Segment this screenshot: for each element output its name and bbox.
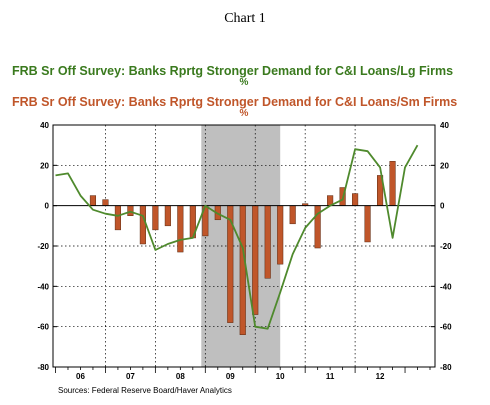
bar-small-firms (177, 205, 184, 253)
y-tick-label-right: -80 (440, 363, 452, 372)
bar-small-firms (152, 205, 159, 231)
y-tick-label-right: 0 (440, 202, 445, 211)
bar-small-firms (127, 205, 134, 217)
legend-unit-large-firms: % (240, 77, 249, 88)
legend-title-small-firms: FRB Sr Off Survey: Banks Rprtg Stronger … (12, 95, 457, 109)
x-tick-label: 10 (276, 372, 285, 381)
y-tick-label-right: 20 (440, 161, 449, 170)
x-tick-label: 08 (176, 372, 185, 381)
bar-small-firms (139, 205, 146, 245)
bar-small-firms (252, 205, 259, 315)
bar-small-firms (89, 195, 97, 206)
x-tick-label: 07 (126, 372, 135, 381)
bar-small-firms (389, 161, 396, 206)
bar-small-firms (264, 205, 271, 279)
bar-small-firms (277, 205, 284, 265)
bar-small-firms (289, 205, 296, 225)
line-large-firms (55, 144, 419, 330)
x-tick-label: 09 (226, 372, 235, 381)
bar-small-firms (114, 205, 121, 231)
source-note: Sources: Federal Reserve Board/Haver Ana… (58, 386, 232, 395)
bar-small-firms (164, 205, 171, 227)
y-tick-label-left: -40 (37, 282, 49, 291)
bar-small-firms (352, 193, 359, 206)
x-tick-label: 06 (76, 372, 85, 381)
y-tick-label-left: -20 (37, 242, 49, 251)
y-tick-label-left: 40 (40, 121, 49, 130)
y-tick-label-left: 0 (45, 202, 50, 211)
y-tick-label-left: 20 (40, 161, 49, 170)
y-tick-label-right: -60 (440, 323, 452, 332)
y-tick-label-left: -80 (37, 363, 49, 372)
y-tick-label-right: -40 (440, 282, 452, 291)
bar-small-firms (239, 205, 246, 335)
legend-title-large-firms: FRB Sr Off Survey: Banks Rprtg Stronger … (12, 64, 453, 78)
figure-title: Chart 1 (224, 11, 266, 26)
y-tick-label-left: -60 (37, 323, 49, 332)
x-tick-label: 12 (376, 372, 385, 381)
y-tick-label-right: 40 (440, 121, 449, 130)
bar-small-firms (364, 205, 371, 243)
bar-small-firms (102, 199, 109, 206)
y-tick-label-right: -20 (440, 242, 452, 251)
plot-area: -80 -80 -60 -60 -40 -40 -20 -20 0 0 20 20 40 40 06 07 08… (37, 121, 452, 381)
legend-unit-small-firms: % (240, 108, 249, 119)
x-tick-label: 11 (326, 372, 335, 381)
